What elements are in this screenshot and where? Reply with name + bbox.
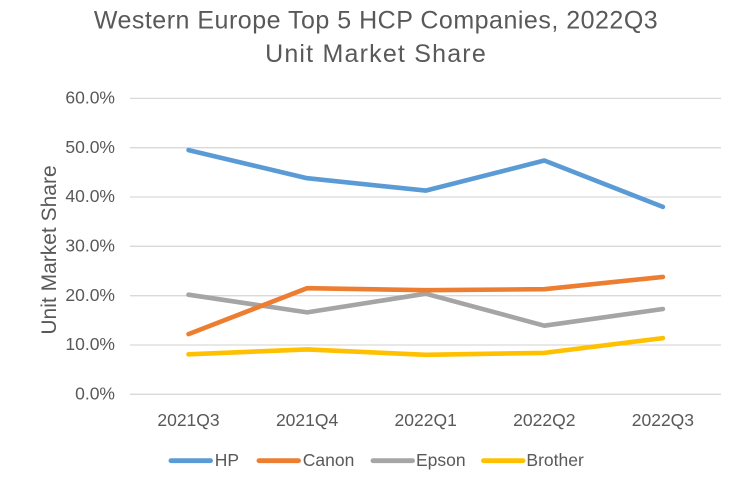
svg-text:2021Q3: 2021Q3 — [157, 410, 219, 430]
svg-text:2022Q3: 2022Q3 — [632, 410, 694, 430]
svg-text:10.0%: 10.0% — [65, 334, 115, 354]
svg-text:Unit Market Share: Unit Market Share — [265, 40, 487, 68]
svg-text:60.0%: 60.0% — [65, 88, 115, 108]
svg-text:Unit Market Share: Unit Market Share — [38, 165, 61, 334]
svg-text:40.0%: 40.0% — [65, 186, 115, 206]
svg-text:2022Q1: 2022Q1 — [395, 410, 457, 430]
svg-text:Canon: Canon — [303, 450, 355, 470]
svg-text:Brother: Brother — [526, 450, 584, 470]
svg-text:2021Q4: 2021Q4 — [276, 410, 339, 430]
svg-text:20.0%: 20.0% — [65, 285, 115, 305]
svg-text:0.0%: 0.0% — [75, 384, 115, 404]
svg-text:2022Q2: 2022Q2 — [513, 410, 575, 430]
svg-text:Epson: Epson — [416, 450, 466, 470]
svg-text:HP: HP — [215, 450, 239, 470]
svg-text:30.0%: 30.0% — [65, 236, 115, 256]
svg-text:50.0%: 50.0% — [65, 137, 115, 157]
svg-text:Western Europe Top 5 HCP Compa: Western Europe Top 5 HCP Companies, 2022… — [94, 6, 658, 34]
